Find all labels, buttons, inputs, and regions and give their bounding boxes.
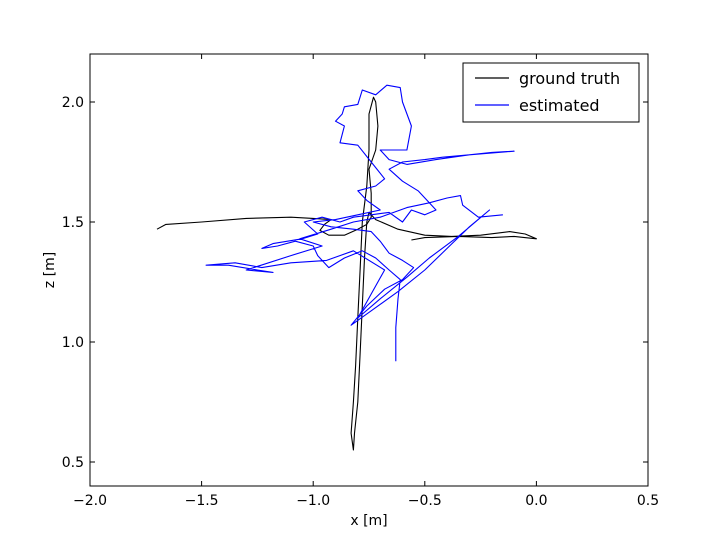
y-tick-label: 2.0 bbox=[62, 95, 84, 111]
y-axis: 0.5 1.0 1.5 2.0 bbox=[62, 95, 648, 471]
legend-label: ground truth bbox=[519, 69, 620, 88]
x-tick-label: −1.5 bbox=[185, 493, 219, 509]
y-tick-label: 0.5 bbox=[62, 455, 84, 471]
x-tick-label: −1.0 bbox=[296, 493, 330, 509]
y-tick-label: 1.5 bbox=[62, 215, 84, 231]
series-line-ground-truth bbox=[156, 96, 537, 451]
x-axis: −2.0 −1.5 −1.0 −0.5 0.0 0.5 bbox=[73, 54, 659, 509]
legend-box bbox=[462, 62, 640, 123]
y-tick-label: 1.0 bbox=[62, 335, 84, 351]
legend: ground truth estimated bbox=[462, 62, 640, 123]
x-tick-label: −2.0 bbox=[73, 493, 107, 509]
x-tick-label: −0.5 bbox=[408, 493, 442, 509]
x-tick-label: 0.0 bbox=[525, 493, 547, 509]
series-line-estimated bbox=[205, 84, 515, 362]
y-axis-label: z [m] bbox=[42, 252, 58, 288]
legend-label: estimated bbox=[519, 96, 600, 115]
x-tick-label: 0.5 bbox=[637, 493, 659, 509]
series-lines bbox=[156, 84, 537, 451]
plot-area-frame bbox=[89, 53, 649, 487]
x-axis-label: x [m] bbox=[350, 513, 387, 529]
